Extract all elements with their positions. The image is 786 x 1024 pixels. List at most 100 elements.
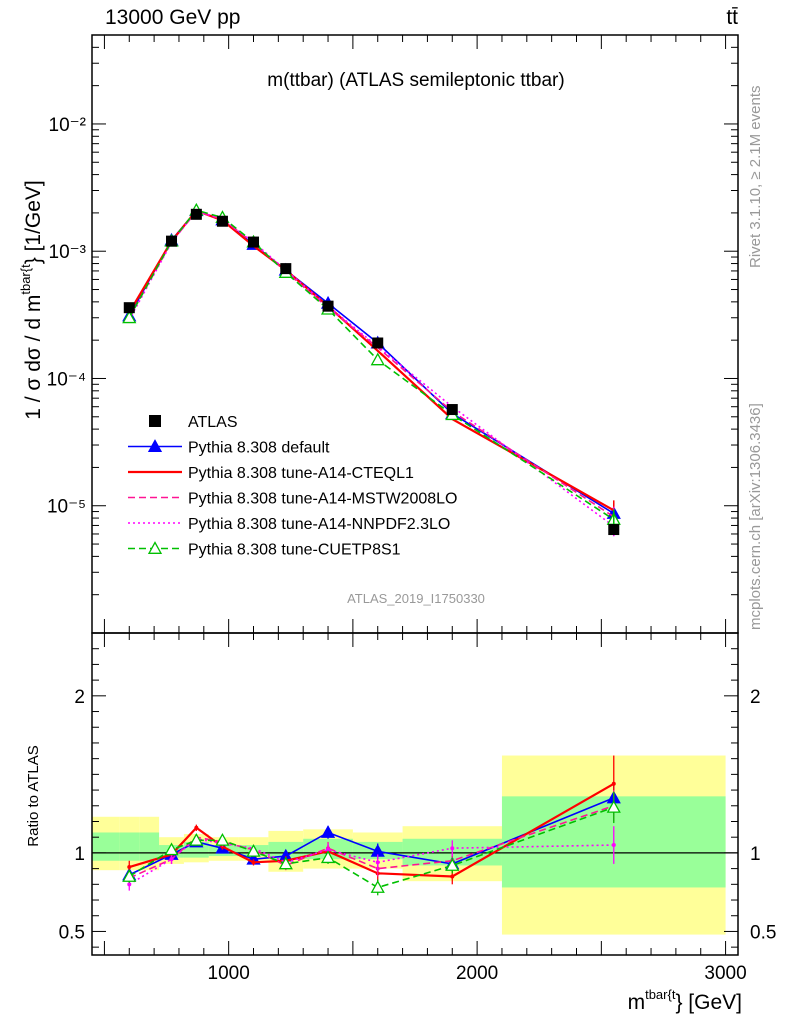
- ratio-point: [246, 843, 261, 857]
- atlas-point: [372, 337, 384, 349]
- ratio-tick-label-right: 2: [750, 687, 761, 708]
- ratio-point: [278, 856, 293, 870]
- ratio-tick-label-left: 1: [74, 844, 85, 865]
- process-label: tt̄: [726, 6, 738, 29]
- series-4-group: [128, 210, 615, 537]
- legend-entry: ATLAS: [149, 414, 238, 431]
- legend-entry: Pythia 8.308 tune-CUETP8S1: [128, 541, 401, 559]
- ratio-point: [375, 860, 380, 865]
- main-plot-content: [122, 202, 621, 537]
- ratio-point: [450, 874, 455, 879]
- legend-marker: [147, 541, 163, 554]
- ratio-point: [122, 869, 137, 882]
- ratio-point: [611, 843, 616, 848]
- ratio-plot-content: [92, 755, 738, 935]
- y-tick-label: 10⁻²: [49, 115, 87, 136]
- legend-marker: [147, 439, 163, 452]
- series-line: [128, 210, 615, 527]
- ratio-point: [127, 865, 132, 870]
- y-tick-label: 10⁻⁴: [47, 369, 86, 390]
- ratio-axis-ticks: 0.5 0.5 1 1 2 2 1000 2000 3000: [59, 632, 776, 984]
- y-axis-label: 1 / σ dσ / d mtbar{t} [1/GeV]: [18, 180, 45, 420]
- ratio-line: [128, 806, 615, 889]
- x-axis-label: mtbar{t} [GeV]: [628, 987, 742, 1014]
- svg-text:1 / σ dσ / d mtbar{t} [1/GeV]: 1 / σ dσ / d mtbar{t} [1/GeV]: [18, 180, 45, 420]
- rivet-label: Rivet 3.1.10, ≥ 2.1M events: [747, 86, 764, 269]
- legend-entry: Pythia 8.308 tune-A14-NNPDF2.3LO: [128, 516, 450, 533]
- ratio-axis-label: Ratio to ATLAS: [25, 745, 42, 846]
- legend-marker: [149, 415, 161, 427]
- ratio-point: [326, 847, 331, 852]
- ratio-tick-label-right: 1: [750, 844, 761, 865]
- x-axis-label-super: tbar{t: [645, 987, 676, 1002]
- series-point: [370, 352, 385, 366]
- x-tick-label: 3000: [704, 963, 746, 984]
- main-panel: 10⁻² 10⁻³ 10⁻⁴ 10⁻⁵ m(ttbar) (ATLAS semilep…: [47, 34, 739, 634]
- x-tick-label: 1000: [208, 963, 250, 984]
- atlas-point: [190, 208, 202, 220]
- y-axis-label-super: tbar{t: [18, 264, 33, 295]
- x-axis-label-tail: } [GeV]: [675, 991, 742, 1014]
- ratio-point: [320, 850, 336, 864]
- atlas-point: [123, 302, 135, 314]
- legend-label: Pythia 8.308 tune-CUETP8S1: [188, 542, 401, 559]
- legend-label: Pythia 8.308 tune-A14-NNPDF2.3LO: [188, 516, 450, 533]
- chart-title: m(ttbar) (ATLAS semileptonic ttbar): [267, 70, 564, 91]
- legend-entry: Pythia 8.308 tune-A14-CTEQL1: [128, 465, 414, 482]
- atlas-point: [322, 300, 334, 312]
- ratio-point: [215, 832, 230, 846]
- ratio-tick-label-right: 0.5: [750, 922, 776, 943]
- ratio-point: [189, 832, 204, 846]
- ratio-tick-label-left: 2: [74, 687, 85, 708]
- x-tick-label: 2000: [456, 963, 498, 984]
- y-axis-label-tail: } [1/GeV]: [22, 180, 45, 264]
- ratio-point: [164, 842, 179, 856]
- series-line: [128, 209, 615, 521]
- legend: ATLAS Pythia 8.308 default Pythia 8.308 tu…: [128, 414, 457, 559]
- inner-band: [119, 832, 140, 861]
- ratio-point: [169, 857, 174, 862]
- ratio-panel: 0.5 0.5 1 1 2 2 1000 2000 3000: [59, 632, 776, 984]
- ratio-tick-label-left: 0.5: [59, 922, 85, 943]
- ratio-line: [128, 805, 615, 879]
- ratio-point: [194, 825, 199, 830]
- legend-entry: Pythia 8.308 default: [128, 439, 330, 457]
- ratio-point: [445, 858, 460, 871]
- y-tick-label: 10⁻³: [49, 242, 87, 263]
- legend-label: Pythia 8.308 tune-A14-CTEQL1: [188, 465, 414, 482]
- legend-label: Pythia 8.308 default: [188, 440, 330, 457]
- atlas-point: [608, 524, 620, 536]
- analysis-watermark: ATLAS_2019_I1750330: [347, 591, 485, 606]
- energy-label: 13000 GeV pp: [105, 6, 240, 29]
- ratio-point: [251, 860, 256, 865]
- atlas-point: [216, 215, 228, 227]
- series-point: [122, 310, 137, 324]
- x-axis-label-main: m: [628, 991, 646, 1014]
- ratio-point: [606, 800, 621, 813]
- atlas-data-points: [123, 208, 620, 536]
- svg-text:mtbar{t} [GeV]: mtbar{t} [GeV]: [628, 987, 742, 1014]
- ratio-point: [611, 781, 616, 786]
- y-tick-label: 10⁻⁵: [47, 497, 86, 518]
- ratio-line: [128, 782, 615, 878]
- legend-label: ATLAS: [188, 414, 238, 431]
- series-line: [128, 210, 615, 518]
- ratio-line: [128, 837, 614, 886]
- ratio-series-5: [122, 791, 621, 896]
- atlas-point: [248, 236, 259, 248]
- ratio-point: [450, 846, 455, 851]
- y-axis-label-main: 1 / σ dσ / d m: [22, 295, 45, 420]
- mcplots-label: mcplots.cern.ch [arXiv:1306.3436]: [747, 403, 764, 630]
- legend-entry: Pythia 8.308 tune-A14-MSTW2008LO: [128, 491, 457, 508]
- atlas-point: [166, 235, 178, 247]
- legend-label: Pythia 8.308 tune-A14-MSTW2008LO: [188, 491, 457, 508]
- main-axis-ticks: 10⁻² 10⁻³ 10⁻⁴ 10⁻⁵: [47, 34, 738, 634]
- atlas-point: [446, 404, 458, 416]
- ratio-point: [370, 880, 385, 893]
- atlas-point: [280, 263, 292, 275]
- ratio-frame: [91, 632, 739, 956]
- inner-band: [139, 832, 160, 861]
- ratio-point: [320, 825, 336, 838]
- ratio-point: [127, 882, 132, 887]
